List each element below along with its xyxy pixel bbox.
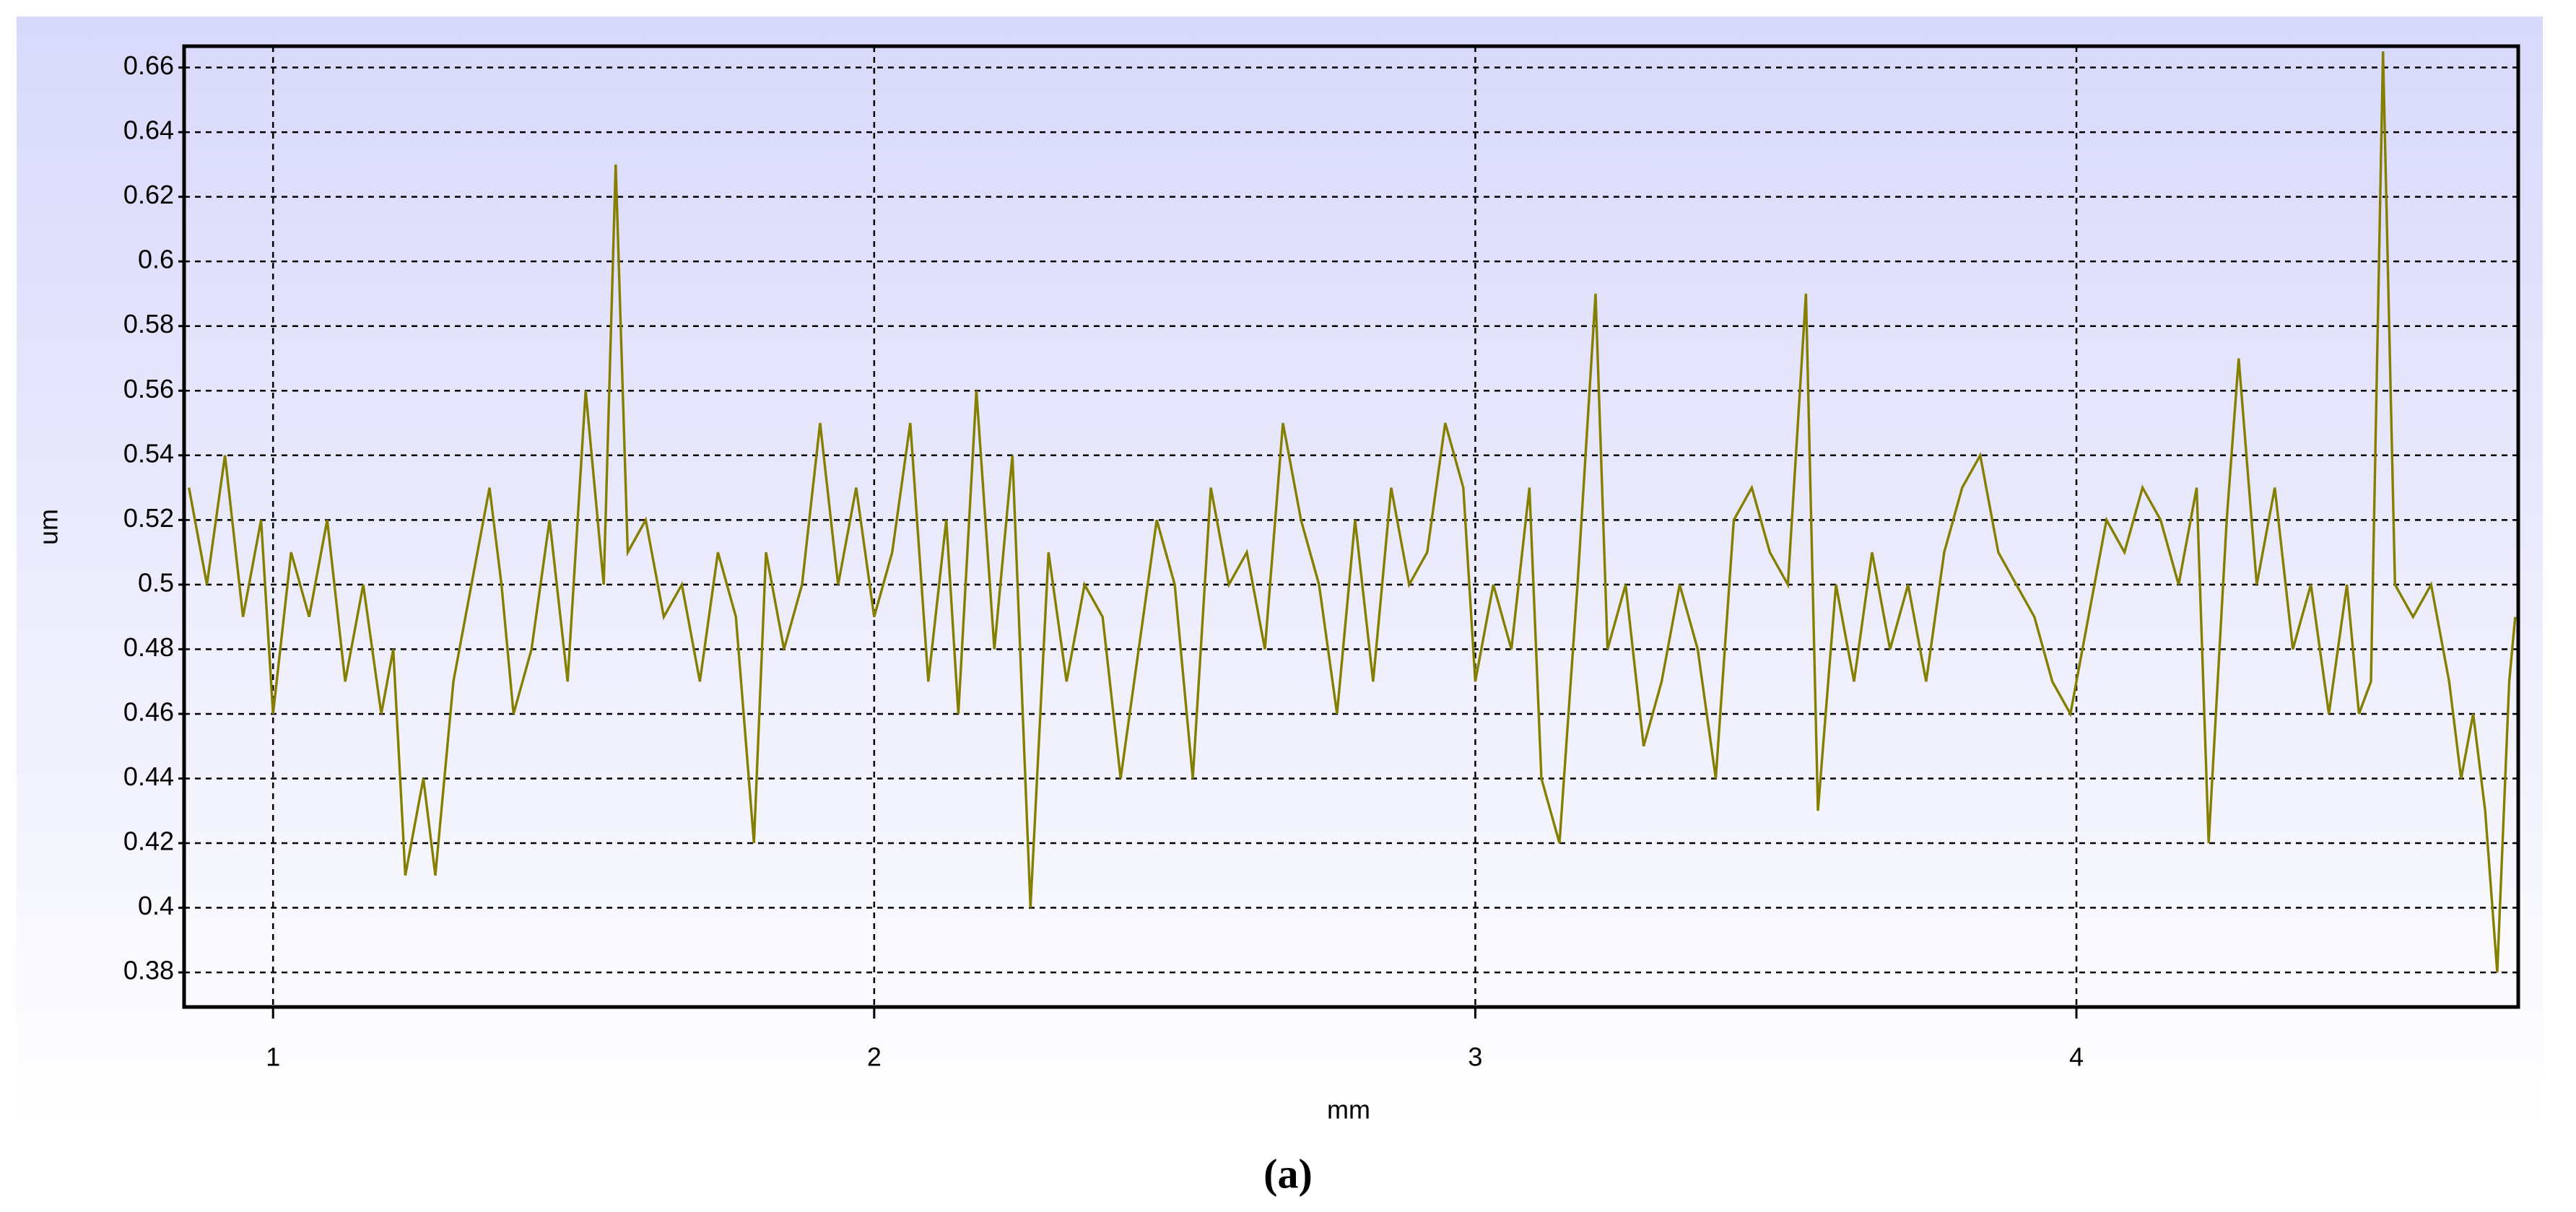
x-tick-label: 3	[1468, 1042, 1482, 1072]
y-tick-label: 0.46	[123, 697, 174, 726]
chart-background	[17, 17, 2543, 1130]
y-tick-label: 0.66	[123, 51, 174, 80]
y-tick-label: 0.4	[138, 891, 174, 920]
y-tick-label: 0.6	[138, 245, 174, 274]
x-tick-label: 4	[2069, 1042, 2084, 1072]
y-tick-label: 0.42	[123, 827, 174, 856]
y-tick-label: 0.52	[123, 503, 174, 533]
x-axis-label: mm	[1327, 1095, 1370, 1125]
y-tick-label: 0.64	[123, 115, 174, 145]
y-tick-label: 0.58	[123, 309, 174, 339]
y-tick-label: 0.48	[123, 632, 174, 662]
y-tick-label: 0.5	[138, 567, 174, 597]
plot-frame	[182, 44, 2520, 1009]
y-axis-label: um	[34, 509, 64, 545]
x-tick-label: 2	[867, 1042, 882, 1072]
x-tick-label: 1	[266, 1042, 280, 1072]
y-tick-label: 0.54	[123, 438, 174, 468]
y-tick-label: 0.44	[123, 762, 174, 791]
y-tick-label: 0.62	[123, 180, 174, 209]
y-tick-label: 0.38	[123, 956, 174, 985]
data-line	[188, 51, 2517, 973]
y-tick-label: 0.56	[123, 374, 174, 404]
caption: (a)	[1263, 1150, 1313, 1197]
